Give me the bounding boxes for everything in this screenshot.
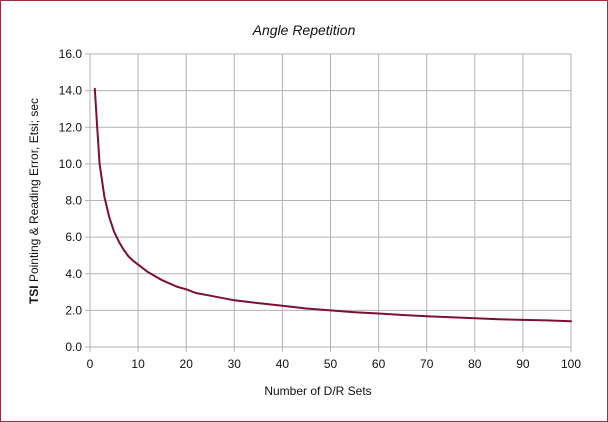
x-tick-label: 30 <box>228 357 242 371</box>
chart-title: Angle Repetition <box>252 22 356 38</box>
x-tick-label: 0 <box>87 357 94 371</box>
y-tick-label: 10.0 <box>59 157 83 171</box>
x-tick-label: 80 <box>468 357 482 371</box>
y-tick-label: 4.0 <box>65 267 82 281</box>
x-tick-label: 60 <box>372 357 386 371</box>
series-layer <box>93 87 572 323</box>
y-axis-title-prefix: TSI <box>27 285 41 304</box>
x-tick-label: 40 <box>276 357 290 371</box>
y-tick-label: 8.0 <box>65 194 82 208</box>
y-tick-label: 0.0 <box>65 340 82 354</box>
x-axis-title: Number of D/R Sets <box>264 384 371 398</box>
y-axis-title: TSI Pointing & Reading Error, Etsi; sec <box>27 98 41 304</box>
x-tick-label: 50 <box>324 357 338 371</box>
x-tick-label: 10 <box>131 357 145 371</box>
y-axis-title-rest: Pointing & Reading Error, Etsi; sec <box>27 98 41 285</box>
x-tick-label: 90 <box>516 357 530 371</box>
tick-labels: 0 10 20 30 40 50 60 70 80 90 100 0.0 2.0 4.0 6.0 8.0 10.… <box>59 47 582 371</box>
x-tick-label: 70 <box>420 357 434 371</box>
series-line <box>93 87 572 323</box>
grid-lines <box>85 53 572 352</box>
y-tick-label: 14.0 <box>59 84 83 98</box>
y-tick-label: 16.0 <box>59 47 83 61</box>
x-tick-label: 100 <box>561 357 581 371</box>
x-tick-label: 20 <box>180 357 194 371</box>
y-tick-label: 6.0 <box>65 230 82 244</box>
y-tick-label: 2.0 <box>65 303 82 317</box>
y-tick-label: 12.0 <box>59 120 83 134</box>
